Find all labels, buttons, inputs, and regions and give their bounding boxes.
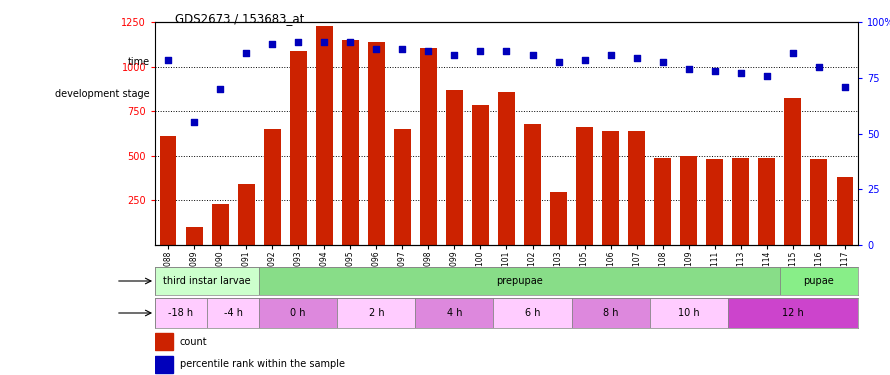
- Bar: [732, 158, 749, 245]
- Bar: [212, 204, 229, 245]
- Point: [239, 50, 254, 56]
- Point: [525, 53, 539, 58]
- Text: -4 h: -4 h: [223, 308, 243, 318]
- Bar: [259, 298, 337, 328]
- Bar: [155, 333, 173, 350]
- Bar: [650, 298, 728, 328]
- Bar: [472, 105, 489, 245]
- Point: [369, 46, 384, 52]
- Bar: [524, 124, 541, 245]
- Text: 0 h: 0 h: [290, 308, 306, 318]
- Text: percentile rank within the sample: percentile rank within the sample: [180, 359, 344, 369]
- Bar: [342, 40, 359, 245]
- Point: [786, 50, 800, 56]
- Point: [213, 86, 227, 92]
- Text: third instar larvae: third instar larvae: [163, 276, 251, 286]
- Text: 2 h: 2 h: [368, 308, 384, 318]
- Point: [552, 59, 566, 65]
- Text: GDS2673 / 153683_at: GDS2673 / 153683_at: [175, 12, 304, 25]
- Bar: [811, 159, 828, 245]
- Bar: [155, 356, 173, 373]
- Bar: [207, 298, 259, 328]
- Point: [708, 68, 722, 74]
- Bar: [416, 298, 493, 328]
- Text: count: count: [180, 337, 207, 347]
- Point: [578, 57, 592, 63]
- Text: prepupae: prepupae: [496, 276, 543, 286]
- Point: [291, 39, 305, 45]
- Bar: [290, 51, 307, 245]
- Bar: [155, 267, 259, 295]
- Bar: [155, 298, 207, 328]
- Text: 12 h: 12 h: [782, 308, 804, 318]
- Bar: [493, 298, 571, 328]
- Point: [733, 70, 748, 76]
- Point: [395, 46, 409, 52]
- Bar: [837, 177, 854, 245]
- Bar: [680, 156, 697, 245]
- Bar: [498, 93, 515, 245]
- Text: 8 h: 8 h: [603, 308, 619, 318]
- Bar: [394, 129, 411, 245]
- Point: [812, 64, 826, 70]
- Bar: [758, 159, 775, 245]
- Bar: [316, 26, 333, 245]
- Text: -18 h: -18 h: [168, 308, 194, 318]
- Bar: [728, 298, 858, 328]
- Point: [421, 48, 435, 54]
- Bar: [550, 192, 567, 245]
- Point: [317, 39, 331, 45]
- Point: [760, 72, 774, 78]
- Text: development stage: development stage: [55, 89, 150, 99]
- Bar: [628, 131, 645, 245]
- Bar: [654, 158, 671, 245]
- Bar: [576, 127, 593, 245]
- Bar: [186, 227, 203, 245]
- Bar: [368, 42, 384, 245]
- Bar: [446, 90, 463, 245]
- Point: [187, 119, 201, 125]
- Point: [629, 55, 643, 61]
- Point: [161, 57, 175, 63]
- Bar: [263, 129, 280, 245]
- Point: [656, 59, 670, 65]
- Point: [837, 84, 852, 90]
- Point: [473, 48, 488, 54]
- Text: 6 h: 6 h: [525, 308, 540, 318]
- Point: [265, 41, 279, 47]
- Text: time: time: [128, 57, 150, 67]
- Point: [603, 53, 618, 58]
- Point: [499, 48, 514, 54]
- Text: 10 h: 10 h: [678, 308, 700, 318]
- Bar: [420, 48, 437, 245]
- Text: pupae: pupae: [804, 276, 834, 286]
- Bar: [571, 298, 650, 328]
- Bar: [707, 159, 724, 245]
- Point: [344, 39, 358, 45]
- Bar: [238, 184, 255, 245]
- Text: 4 h: 4 h: [447, 308, 462, 318]
- Bar: [603, 131, 619, 245]
- Bar: [159, 136, 176, 245]
- Point: [448, 53, 462, 58]
- Bar: [784, 98, 801, 245]
- Bar: [337, 298, 416, 328]
- Bar: [780, 267, 858, 295]
- Point: [682, 66, 696, 72]
- Bar: [259, 267, 780, 295]
